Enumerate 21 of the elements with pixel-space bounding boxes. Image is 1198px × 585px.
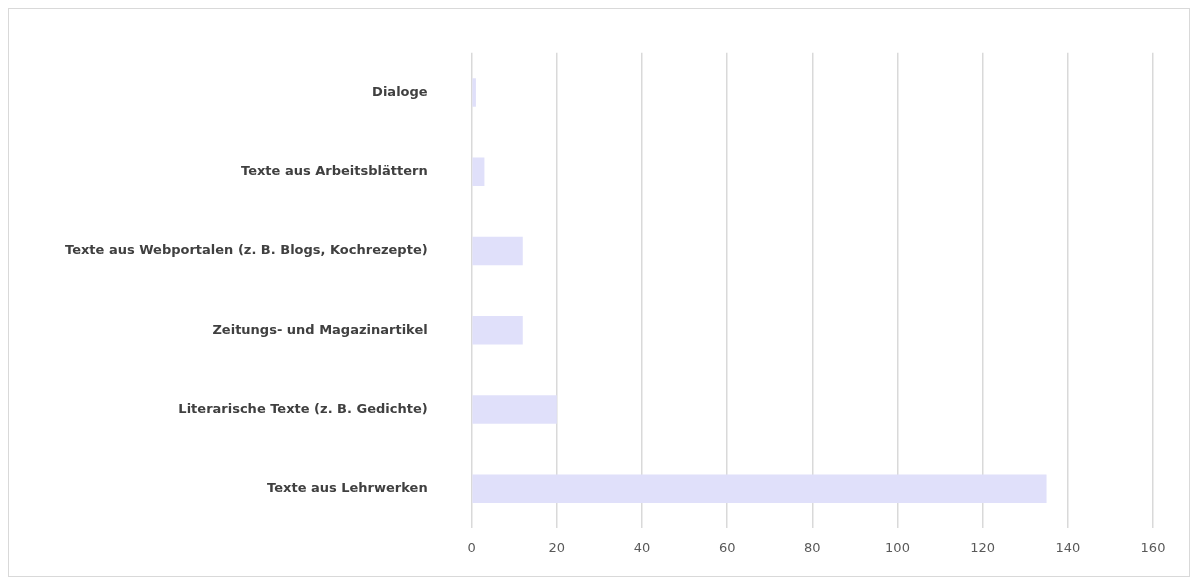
x-tick-label: 140	[1055, 539, 1081, 555]
y-tick-label: Dialoge	[372, 83, 428, 99]
bar	[472, 474, 1047, 504]
x-tick-label: 60	[718, 539, 736, 555]
y-tick-label: Literarische Texte (z. B. Gedichte)	[178, 400, 428, 416]
bar	[472, 236, 523, 266]
x-tick-label: 120	[970, 539, 996, 555]
bar	[472, 395, 557, 424]
y-tick-label: Texte aus Arbeitsblättern	[241, 163, 428, 179]
x-tick-label: 0	[467, 539, 476, 555]
y-tick-label: Texte aus Webportalen (z. B. Blogs, Kochrezepte)	[65, 242, 428, 258]
x-tick-label: 100	[885, 539, 910, 555]
x-tick-label: 40	[633, 539, 651, 555]
x-tick-label: 80	[804, 539, 821, 555]
x-tick-label: 20	[548, 539, 566, 555]
bar	[472, 315, 523, 345]
bar	[472, 78, 476, 107]
x-tick-label: 160	[1140, 539, 1166, 555]
y-tick-label: Texte aus Lehrwerken	[267, 480, 428, 496]
bar	[472, 157, 485, 186]
y-tick-label: Zeitungs- und Magazinartikel	[212, 321, 428, 337]
